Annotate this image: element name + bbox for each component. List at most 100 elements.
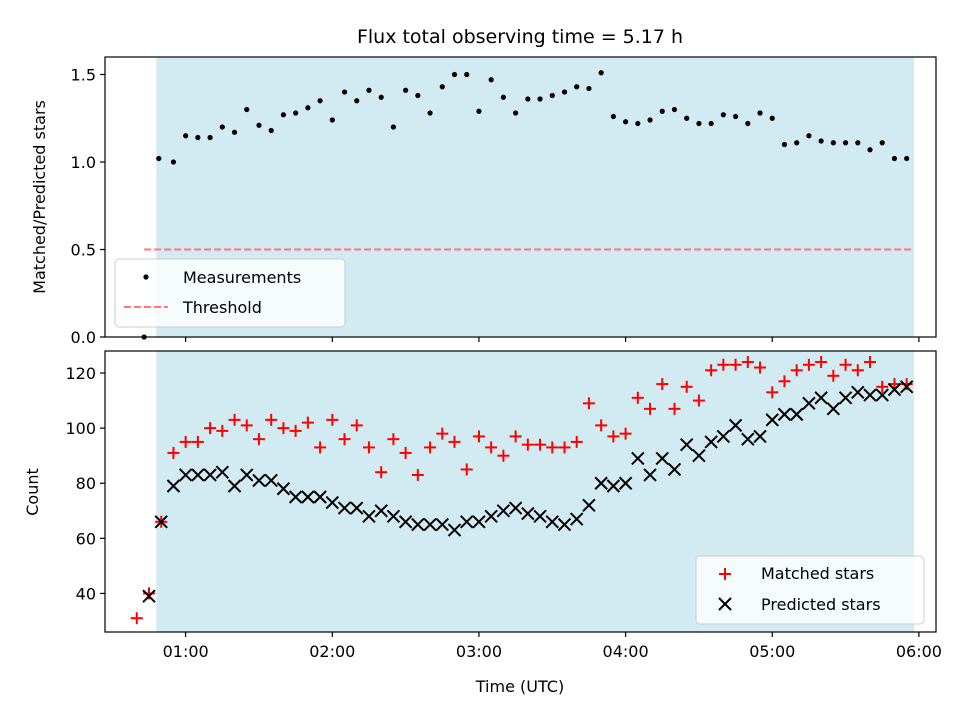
predicted-star-point: [398, 515, 413, 529]
measurement-point: [842, 140, 849, 146]
matched-star-point: [741, 356, 754, 369]
measurement-point: [427, 110, 433, 116]
matched-star-point: [839, 358, 852, 371]
matched-star-point: [534, 438, 547, 451]
matched-star-point: [680, 380, 693, 393]
matched-star-point: [778, 375, 791, 388]
predicted-star-point: [435, 517, 449, 532]
measurement-point: [207, 134, 213, 141]
predicted-star-point: [484, 509, 498, 524]
measurement-point: [904, 155, 910, 162]
predicted-star-point: [411, 517, 425, 532]
matched-star-point: [754, 361, 767, 374]
predicted-star-point: [741, 432, 755, 446]
predicted-star-point: [301, 490, 315, 504]
predicted-star-point: [460, 515, 474, 529]
bottom-panel: 40 60 80 100 120 01:00 02:00 03:00 04:00 05:00 06…: [23, 350, 942, 696]
predicted-star-point: [704, 435, 718, 449]
matched-star-point: [216, 424, 229, 437]
legend-marker-measurements: [143, 274, 149, 280]
measurement-point: [366, 87, 372, 93]
bottom-y-axis-title: Count: [23, 468, 42, 516]
measurement-point: [830, 140, 836, 146]
top-legend: Measurements Threshold: [114, 258, 346, 328]
measurement-point: [647, 117, 653, 123]
predicted-star-point: [166, 479, 181, 493]
predicted-star-point: [545, 515, 559, 529]
predicted-star-point: [350, 501, 364, 515]
matched-star-point: [509, 430, 522, 443]
predicted-star-point: [313, 490, 327, 504]
chart-title: Flux total observing time = 5.17 h: [357, 26, 683, 48]
top-y-ticks: 0.0 0.5 1.0 1.5: [71, 66, 105, 347]
measurement-point: [757, 110, 763, 116]
measurement-point: [537, 96, 543, 102]
predicted-star-point: [178, 468, 193, 482]
legend-marker-matched: [719, 568, 731, 580]
measurement-point: [720, 112, 726, 118]
matched-star-point: [460, 463, 473, 476]
predicted-star-point: [851, 385, 865, 400]
bottom-y-ticks: 40 60 80 100 120: [65, 364, 105, 603]
measurement-point: [525, 96, 531, 102]
predicted-star-point: [875, 388, 889, 402]
legend-label-measurements: Measurements: [183, 268, 301, 287]
top-panel: 0.0 0.5 1.0 1.5 Matched/Predicted stars Mea…: [30, 56, 937, 347]
predicted-star-point: [826, 402, 841, 416]
measurement-point: [684, 115, 690, 121]
top-y-tick-label: 0.5: [71, 241, 96, 260]
matched-star-point: [204, 422, 217, 435]
measurement-point: [671, 106, 678, 113]
predicted-star-point: [838, 391, 853, 405]
matched-star-point: [240, 419, 253, 432]
measurement-point: [280, 112, 287, 118]
predicted-star-point: [667, 462, 682, 477]
measurement-point: [464, 71, 470, 78]
predicted-star-point: [288, 490, 303, 504]
predicted-star-point: [142, 589, 156, 603]
measurement-point: [170, 159, 177, 165]
predicted-star-point: [508, 501, 523, 515]
matched-star-point: [289, 424, 302, 437]
measurement-point: [439, 84, 445, 90]
matched-star-point: [521, 438, 534, 451]
measurement-point: [244, 106, 250, 113]
matched-star-point: [436, 427, 449, 440]
measurement-point: [586, 85, 592, 92]
measurement-point: [745, 120, 751, 127]
top-legend-box: [114, 258, 346, 328]
measurement-point: [635, 120, 641, 127]
measurement-point: [879, 140, 885, 146]
measurement-point: [183, 133, 189, 139]
matched-star-point: [595, 419, 608, 432]
measurement-point: [513, 110, 519, 116]
predicted-star-point: [716, 429, 731, 444]
top-y-axis-title: Matched/Predicted stars: [30, 100, 49, 294]
predicted-star-point: [802, 396, 816, 411]
bottom-x-ticks: 01:00 02:00 03:00 04:00 05:00 06:00: [163, 632, 942, 661]
measurement-point: [354, 98, 360, 104]
predicted-star-point: [447, 523, 462, 537]
measurement-point: [390, 124, 397, 130]
matched-star-point: [411, 468, 424, 481]
matched-star-point: [546, 441, 559, 454]
predicted-star-point: [276, 482, 291, 496]
legend-label-predicted: Predicted stars: [761, 595, 881, 614]
predicted-star-point: [789, 407, 804, 422]
predicted-star-point: [570, 512, 584, 526]
matched-star-point: [717, 358, 730, 371]
bottom-y-tick-label: 60: [76, 529, 96, 548]
predicted-star-point: [533, 509, 547, 524]
predicted-star-point: [191, 468, 205, 482]
predicted-star-point: [227, 479, 242, 493]
predicted-star-point: [594, 476, 608, 490]
measurement-point: [769, 115, 775, 121]
bottom-y-tick-label: 100: [65, 419, 96, 438]
bottom-y-tick-label: 40: [76, 584, 96, 603]
matched-star-point: [864, 356, 877, 369]
measurement-point: [156, 155, 162, 162]
x-tick-label: 02:00: [309, 642, 355, 661]
matched-star-point: [338, 433, 351, 446]
top-y-tick-label: 1.0: [71, 153, 96, 172]
